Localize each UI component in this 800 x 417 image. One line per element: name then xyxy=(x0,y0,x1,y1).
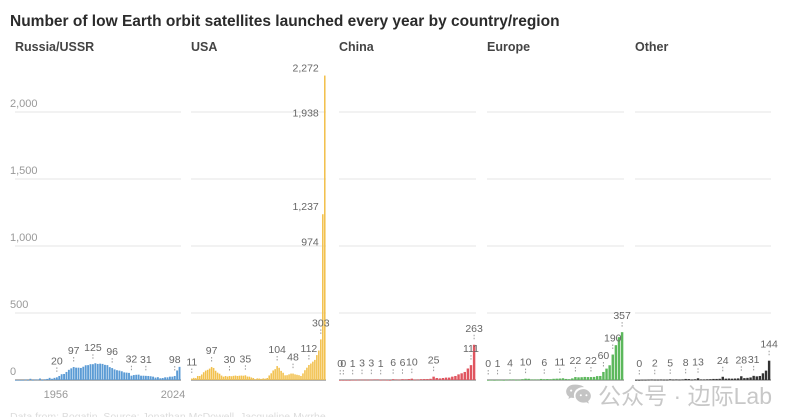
svg-text:30: 30 xyxy=(224,354,236,366)
svg-text:96: 96 xyxy=(106,346,118,358)
svg-text:1,500: 1,500 xyxy=(10,165,38,177)
svg-text:11: 11 xyxy=(554,357,565,369)
svg-text:11: 11 xyxy=(186,357,197,369)
svg-text:111: 111 xyxy=(463,343,479,355)
svg-text:263: 263 xyxy=(465,323,483,335)
svg-text:6: 6 xyxy=(390,357,396,369)
svg-text:357: 357 xyxy=(613,310,631,322)
svg-text:2024: 2024 xyxy=(161,389,185,401)
svg-text:2,000: 2,000 xyxy=(10,98,38,110)
svg-text:31: 31 xyxy=(748,354,760,366)
svg-text:31: 31 xyxy=(140,354,152,366)
svg-text:8: 8 xyxy=(683,357,689,369)
svg-text:98: 98 xyxy=(169,354,181,366)
svg-text:125: 125 xyxy=(84,342,102,354)
svg-text:1: 1 xyxy=(378,358,384,370)
svg-text:0: 0 xyxy=(340,358,346,370)
svg-text:112: 112 xyxy=(301,343,318,355)
svg-text:20: 20 xyxy=(51,355,63,367)
svg-text:3: 3 xyxy=(359,358,365,370)
svg-text:104: 104 xyxy=(268,344,286,356)
svg-text:USA: USA xyxy=(191,40,217,54)
svg-text:0: 0 xyxy=(636,358,642,370)
svg-text:13: 13 xyxy=(692,356,704,368)
svg-text:28: 28 xyxy=(735,354,747,366)
svg-text:6: 6 xyxy=(400,357,406,369)
svg-text:144: 144 xyxy=(760,339,778,351)
svg-text:32: 32 xyxy=(126,354,138,366)
svg-text:10: 10 xyxy=(520,357,532,369)
svg-text:303: 303 xyxy=(312,317,330,329)
svg-text:22: 22 xyxy=(585,355,597,367)
svg-text:0: 0 xyxy=(485,358,491,370)
svg-text:1: 1 xyxy=(495,358,501,370)
svg-text:1,938: 1,938 xyxy=(293,107,319,119)
svg-text:2,272: 2,272 xyxy=(293,63,319,75)
svg-text:5: 5 xyxy=(667,357,673,369)
svg-text:4: 4 xyxy=(507,357,513,369)
svg-text:1956: 1956 xyxy=(44,389,68,401)
svg-text:10: 10 xyxy=(406,357,418,369)
svg-text:97: 97 xyxy=(206,345,218,357)
svg-text:0: 0 xyxy=(10,366,16,378)
svg-text:500: 500 xyxy=(10,299,28,311)
svg-text:22: 22 xyxy=(570,355,582,367)
svg-text:Other: Other xyxy=(635,40,668,54)
svg-text:1,000: 1,000 xyxy=(10,232,38,244)
svg-text:24: 24 xyxy=(717,355,729,367)
svg-text:6: 6 xyxy=(541,357,547,369)
svg-text:3: 3 xyxy=(368,358,374,370)
svg-text:1: 1 xyxy=(350,358,356,370)
svg-text:1,237: 1,237 xyxy=(293,201,319,213)
svg-text:2: 2 xyxy=(652,358,658,370)
svg-text:190: 190 xyxy=(604,333,622,345)
svg-text:Europe: Europe xyxy=(487,40,530,54)
svg-text:48: 48 xyxy=(287,352,299,364)
svg-text:60: 60 xyxy=(598,350,610,362)
svg-text:974: 974 xyxy=(301,236,319,248)
svg-text:25: 25 xyxy=(428,355,440,367)
svg-text:Russia/USSR: Russia/USSR xyxy=(15,40,94,54)
svg-text:China: China xyxy=(339,40,375,54)
svg-text:35: 35 xyxy=(240,353,252,365)
svg-text:97: 97 xyxy=(68,345,80,357)
